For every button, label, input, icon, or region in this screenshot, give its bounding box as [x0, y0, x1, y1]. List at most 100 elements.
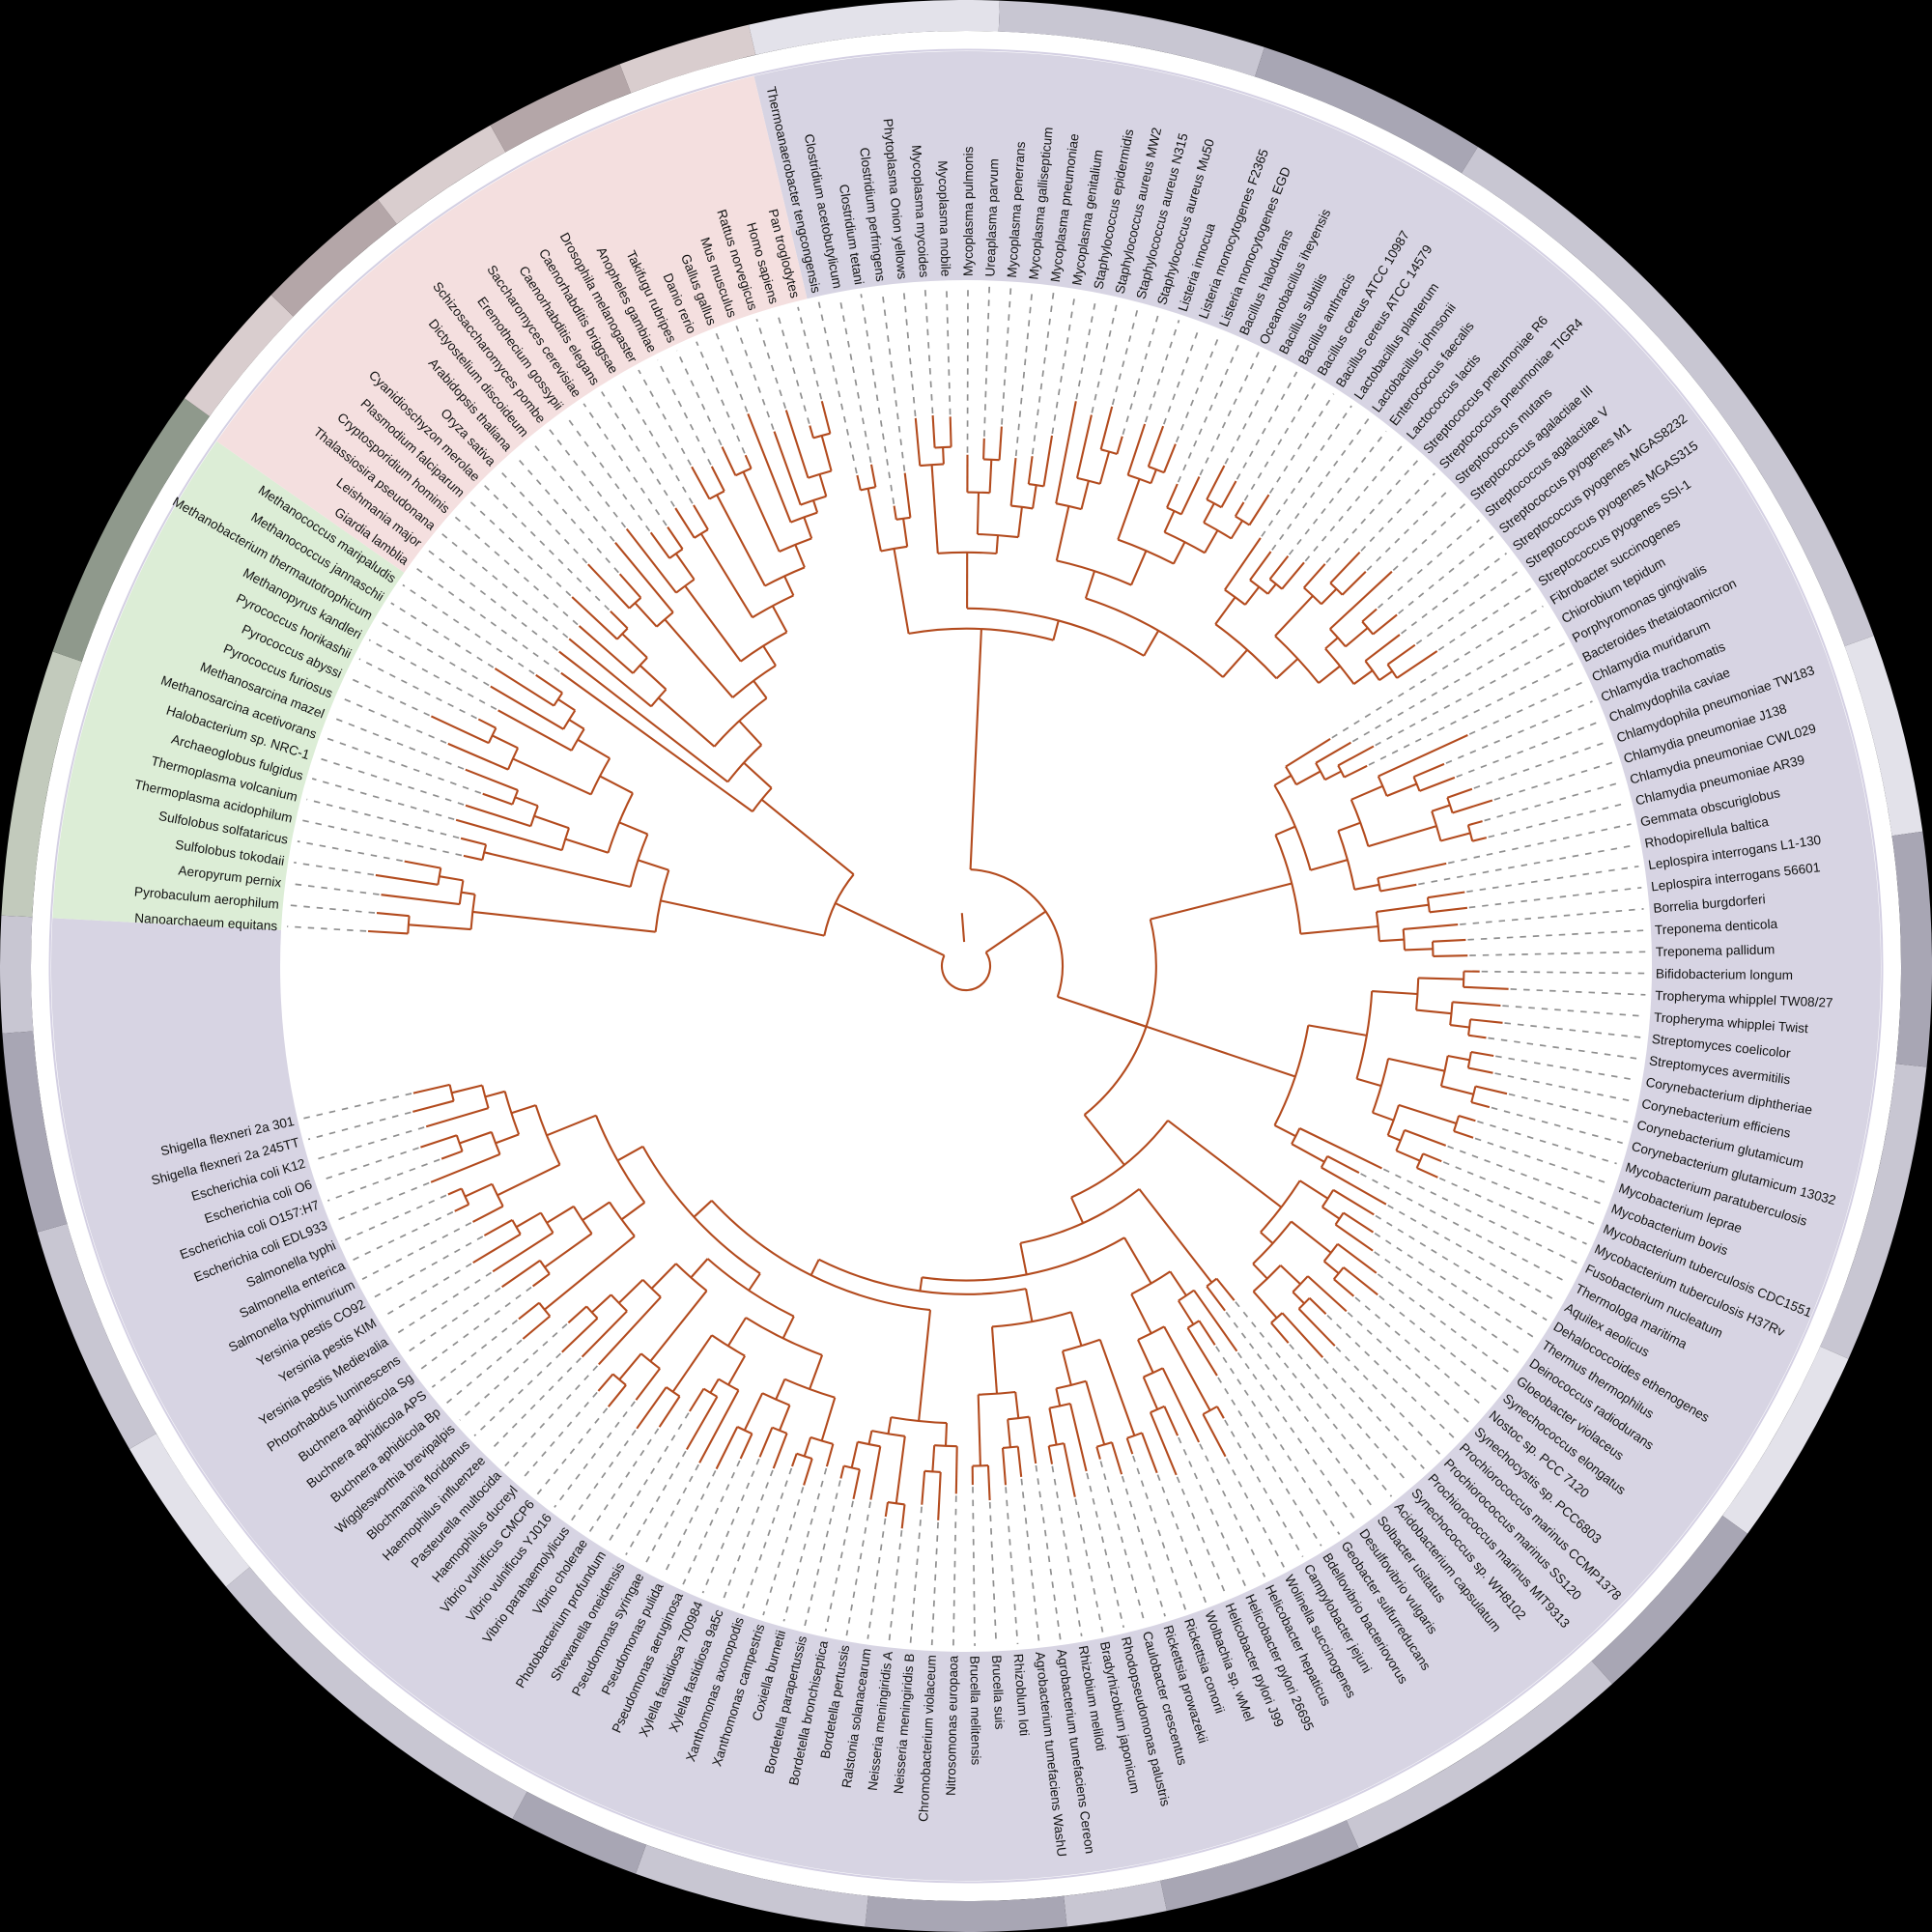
outer-ring-segment	[1891, 831, 1932, 1067]
tree-branch	[404, 860, 441, 869]
taxon-label[interactable]: Brucella melitensis	[967, 1656, 982, 1766]
taxon-label[interactable]: Bifidobacterium longum	[1656, 967, 1793, 983]
tree-branch	[430, 715, 490, 745]
tree-branch	[1084, 570, 1095, 599]
tree-branch	[485, 1090, 505, 1098]
outer-ring-segment	[636, 1844, 868, 1927]
tree-branch	[1007, 1419, 1011, 1448]
taxon-label[interactable]: Mycoplasma pulmonis	[961, 146, 976, 276]
tree-branch	[726, 1317, 747, 1347]
leaf-guide-line	[334, 1181, 430, 1222]
taxon-label[interactable]: Nitrosomonas europaoa	[944, 1655, 961, 1796]
tree-branch	[918, 1309, 932, 1422]
leaf-guide-line	[1418, 844, 1635, 886]
taxon-label[interactable]: Ureaplasma parvum	[982, 158, 1001, 277]
leaf-guide-line	[287, 925, 367, 932]
tree-branch	[1307, 1275, 1348, 1313]
tree-branch	[625, 527, 677, 594]
tree-branch	[1334, 1223, 1374, 1252]
tree-branch	[408, 923, 471, 931]
tree-branch	[1291, 1220, 1332, 1254]
tree-branch	[1324, 637, 1339, 650]
tree-branch	[482, 792, 513, 806]
tree-branch	[1352, 669, 1374, 685]
tree-branch	[867, 1430, 873, 1445]
tree-branch	[1163, 1325, 1211, 1411]
tree-branch	[1150, 882, 1293, 921]
outer-ring-segment	[1160, 1820, 1359, 1912]
tree-branch	[1315, 741, 1352, 764]
tree-branch	[990, 1326, 999, 1394]
taxon-label[interactable]: Rhizoblum loti	[1011, 1653, 1032, 1736]
taxon-label[interactable]: Mycoplasma mobile	[935, 160, 952, 277]
tree-branch	[1378, 734, 1468, 778]
leaf-guide-line	[582, 403, 668, 526]
tree-branch	[762, 645, 777, 667]
tree-branch	[773, 431, 802, 505]
leaf-guide-line	[860, 294, 895, 504]
tree-branch	[1341, 571, 1367, 596]
leaf-guide-line	[1481, 970, 1647, 975]
tree-branch	[1318, 665, 1341, 684]
tree-branch	[820, 1397, 837, 1441]
tree-branch	[753, 680, 768, 699]
taxon-label[interactable]: Brucella suis	[989, 1655, 1007, 1730]
outer-ring-segment	[1844, 636, 1923, 837]
tree-branch	[511, 1104, 536, 1115]
tree-branch	[852, 1468, 861, 1500]
tree-branch	[1404, 1128, 1447, 1147]
tree-branch	[743, 1392, 764, 1432]
leaf-guide-line	[349, 677, 430, 717]
tree-branch	[658, 1395, 681, 1428]
tree-branch	[985, 910, 1047, 953]
leaf-guide-line	[782, 1467, 828, 1622]
leaf-guide-line	[1271, 417, 1370, 551]
tree-branch	[747, 413, 792, 523]
tree-branch	[589, 757, 611, 795]
tree-branch	[490, 685, 564, 730]
tree-branch	[454, 1203, 469, 1212]
tree-branch	[1274, 825, 1296, 837]
tree-branch	[1099, 406, 1114, 450]
tree-branch	[1418, 977, 1464, 980]
tree-branch	[1215, 1277, 1236, 1301]
leaf-guide-line	[1224, 1419, 1304, 1558]
tree-branch	[1252, 1291, 1278, 1319]
leaf-guide-line	[498, 469, 588, 564]
tree-branch	[1178, 1299, 1195, 1325]
tree-branch	[1467, 1066, 1493, 1074]
leaf-guide-line	[358, 658, 477, 720]
tree-branch	[744, 454, 753, 469]
tree-branch	[1281, 561, 1305, 590]
tree-branch	[924, 1469, 941, 1473]
tree-branch	[803, 517, 813, 539]
tree-branch	[1234, 501, 1245, 518]
tree-branch	[1426, 897, 1431, 913]
tree-branch	[942, 446, 945, 465]
tree-branch	[451, 1084, 483, 1094]
tree-branch	[1350, 784, 1383, 801]
tree-branch	[1248, 494, 1270, 526]
tree-branch	[1150, 469, 1157, 484]
outer-ring-segment	[749, 0, 1000, 55]
tree-branch	[458, 880, 465, 905]
taxon-label[interactable]: Treponema denticola	[1655, 917, 1778, 938]
tree-branch	[995, 534, 1000, 554]
tree-branch	[425, 1107, 489, 1128]
leaf-guide-line	[1442, 1161, 1596, 1226]
tree-branch	[1372, 613, 1398, 636]
leaf-guide-line	[454, 516, 579, 626]
tree-branch	[675, 1263, 708, 1293]
tree-branch	[531, 1272, 551, 1288]
tree-branch	[982, 438, 985, 460]
tree-branch	[544, 1233, 593, 1268]
tree-branch	[660, 899, 825, 937]
tree-branch	[743, 761, 773, 789]
tree-branch	[1321, 1166, 1387, 1206]
leaf-guide-line	[504, 1365, 599, 1467]
leaf-guide-line	[1331, 605, 1544, 739]
leaf-guide-line	[1504, 1022, 1643, 1038]
leaf-guide-line	[1401, 553, 1508, 635]
taxon-label[interactable]: Treponema pallidum	[1656, 942, 1776, 959]
